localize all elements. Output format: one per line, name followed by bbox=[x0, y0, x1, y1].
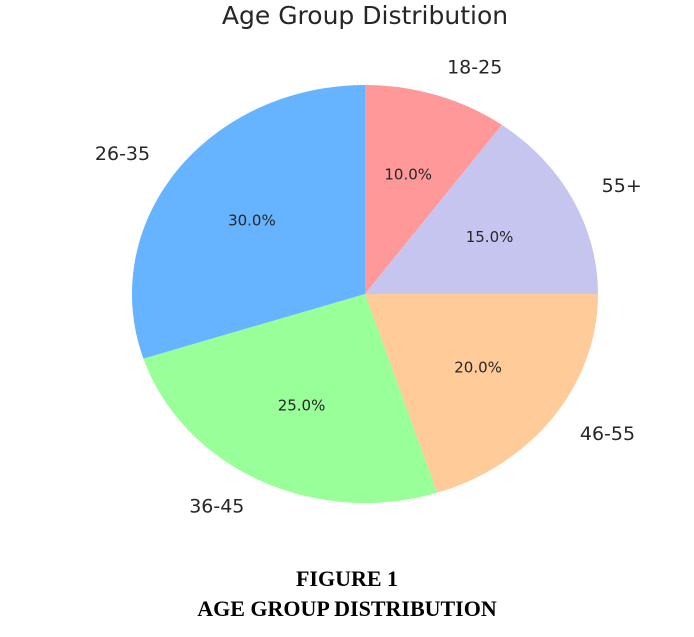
chart-title: Age Group Distribution bbox=[222, 1, 508, 30]
pie-slices bbox=[131, 85, 598, 503]
pie-chart: Age Group Distribution 10.0% 18-25 15.0% 55… bbox=[95, 1, 642, 517]
pie-slice-46-55 bbox=[365, 294, 598, 493]
pie-value-label: 30.0% bbox=[228, 211, 276, 229]
pie-slice-55+ bbox=[365, 124, 598, 294]
pie-category-label: 18-25 bbox=[447, 56, 502, 78]
pie-value-label: 25.0% bbox=[278, 397, 326, 415]
pie-category-label: 55+ bbox=[602, 175, 642, 197]
pie-category-label: 36-45 bbox=[189, 495, 244, 517]
pie-slice-26-35 bbox=[131, 85, 365, 359]
figure-caption: AGE GROUP DISTRIBUTION bbox=[197, 596, 497, 621]
pie-value-label: 15.0% bbox=[466, 228, 514, 246]
pie-labels: 10.0% 18-25 15.0% 55+ 20.0% 46-55 25.0% 36-45 30… bbox=[95, 56, 642, 517]
pie-value-label: 20.0% bbox=[454, 359, 502, 377]
pie-value-label: 10.0% bbox=[384, 166, 432, 184]
pie-slice-36-45 bbox=[143, 294, 437, 503]
figure-number: FIGURE 1 bbox=[295, 566, 399, 591]
pie-category-label: 26-35 bbox=[95, 143, 150, 165]
pie-slice-18-25 bbox=[365, 85, 502, 294]
pie-category-label: 46-55 bbox=[580, 423, 635, 445]
